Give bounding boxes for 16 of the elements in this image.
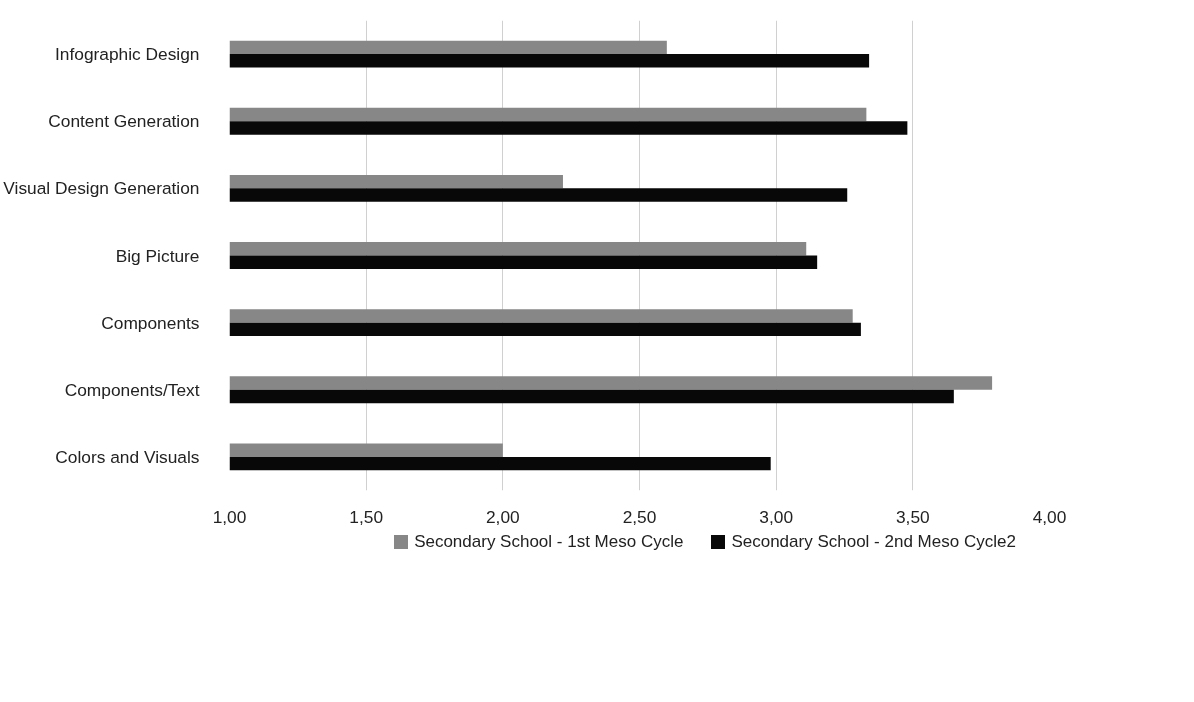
x-tick-label: 3,00 [759,506,794,527]
y-tick-label: Visual Design Generation [3,178,200,199]
x-tick-label: 1,50 [349,506,384,527]
y-tick-label: Infographic Design [55,44,200,65]
y-tick-label: Big Picture [115,245,200,266]
y-tick-label: Components [101,312,200,333]
x-tick-label: 2,00 [485,506,520,527]
legend-label: Secondary School - 2nd Meso Cycle2 [731,531,1016,553]
x-tick-label: 3,50 [895,506,930,527]
y-tick-label: Content Generation [48,111,200,132]
y-tick-label: Components/Text [64,379,200,400]
y-tick-label: Colors and Visuals [55,446,200,467]
legend-label: Secondary School - 1st Meso Cycle [414,531,684,553]
x-tick-label: 2,50 [622,506,657,527]
x-tick-label: 1,00 [212,506,247,527]
x-tick-label: 4,00 [1032,506,1067,527]
